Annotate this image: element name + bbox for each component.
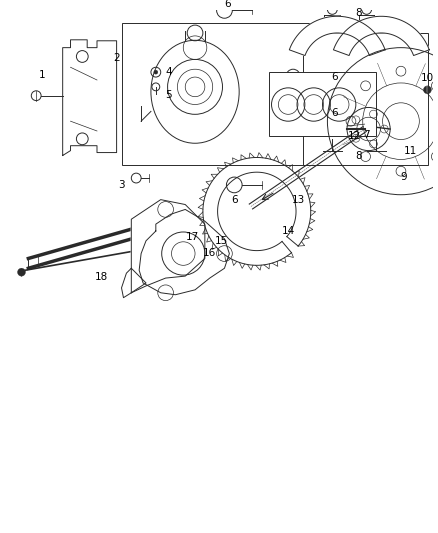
Polygon shape <box>63 40 117 156</box>
Text: 6: 6 <box>224 0 231 9</box>
Bar <box>121 23 313 165</box>
Text: 4: 4 <box>165 67 172 77</box>
Text: 3: 3 <box>118 180 125 190</box>
Text: 1: 1 <box>39 70 46 80</box>
Text: 6: 6 <box>331 108 338 118</box>
Text: 11: 11 <box>404 146 417 156</box>
Text: 5: 5 <box>165 90 172 100</box>
Circle shape <box>18 268 25 276</box>
Text: 15: 15 <box>215 236 228 246</box>
Text: 8: 8 <box>356 150 362 160</box>
Text: 6: 6 <box>231 195 237 205</box>
Polygon shape <box>290 17 385 55</box>
Polygon shape <box>121 268 146 297</box>
Text: 13: 13 <box>291 195 304 205</box>
Bar <box>303 33 428 165</box>
Circle shape <box>154 70 158 74</box>
Polygon shape <box>131 200 205 293</box>
Text: 14: 14 <box>282 226 295 236</box>
Text: 18: 18 <box>95 272 109 282</box>
Polygon shape <box>139 209 230 295</box>
Text: 12: 12 <box>348 131 361 141</box>
Text: 2: 2 <box>113 53 120 63</box>
Text: 8: 8 <box>356 9 362 18</box>
Text: 9: 9 <box>401 172 407 182</box>
Polygon shape <box>333 17 429 55</box>
Circle shape <box>424 86 431 94</box>
Text: 16: 16 <box>203 247 216 257</box>
Bar <box>268 72 376 136</box>
Text: 6: 6 <box>331 72 338 82</box>
Text: 17: 17 <box>185 232 199 242</box>
Text: 7: 7 <box>363 130 370 140</box>
Text: 10: 10 <box>421 73 434 83</box>
